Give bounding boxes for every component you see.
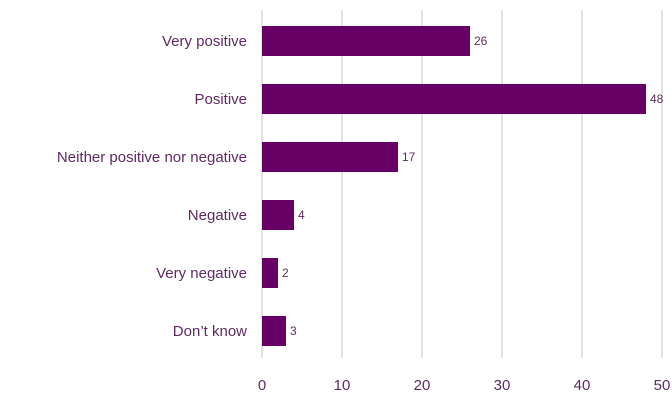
bar	[262, 84, 646, 114]
category-label: Don’t know	[173, 323, 247, 340]
bar	[262, 316, 286, 346]
bar	[262, 258, 278, 288]
category-label: Negative	[188, 207, 247, 224]
bar	[262, 200, 294, 230]
data-label: 17	[402, 150, 416, 164]
data-label: 3	[290, 324, 297, 338]
x-axis-tick-labels: 0 10 20 30 40 50	[258, 377, 671, 394]
x-tick-label: 40	[574, 377, 591, 394]
data-label: 26	[474, 34, 488, 48]
bar	[262, 26, 470, 56]
x-tick-label: 10	[334, 377, 351, 394]
x-tick-label: 50	[654, 377, 671, 394]
category-label: Neither positive nor negative	[57, 149, 247, 166]
gridlines	[261, 10, 663, 358]
data-label: 4	[298, 208, 305, 222]
category-label: Positive	[194, 91, 247, 108]
x-tick-label: 20	[414, 377, 431, 394]
x-tick-label: 30	[494, 377, 511, 394]
data-labels: 26 48 17 4 2 3	[282, 34, 664, 338]
data-label: 48	[650, 92, 664, 106]
x-tick-label: 0	[258, 377, 266, 394]
data-label: 2	[282, 266, 289, 280]
category-labels: Very positive Positive Neither positive no…	[57, 33, 247, 340]
bar	[262, 142, 398, 172]
bars	[262, 26, 646, 346]
category-label: Very positive	[162, 33, 247, 50]
category-label: Very negative	[156, 265, 247, 282]
